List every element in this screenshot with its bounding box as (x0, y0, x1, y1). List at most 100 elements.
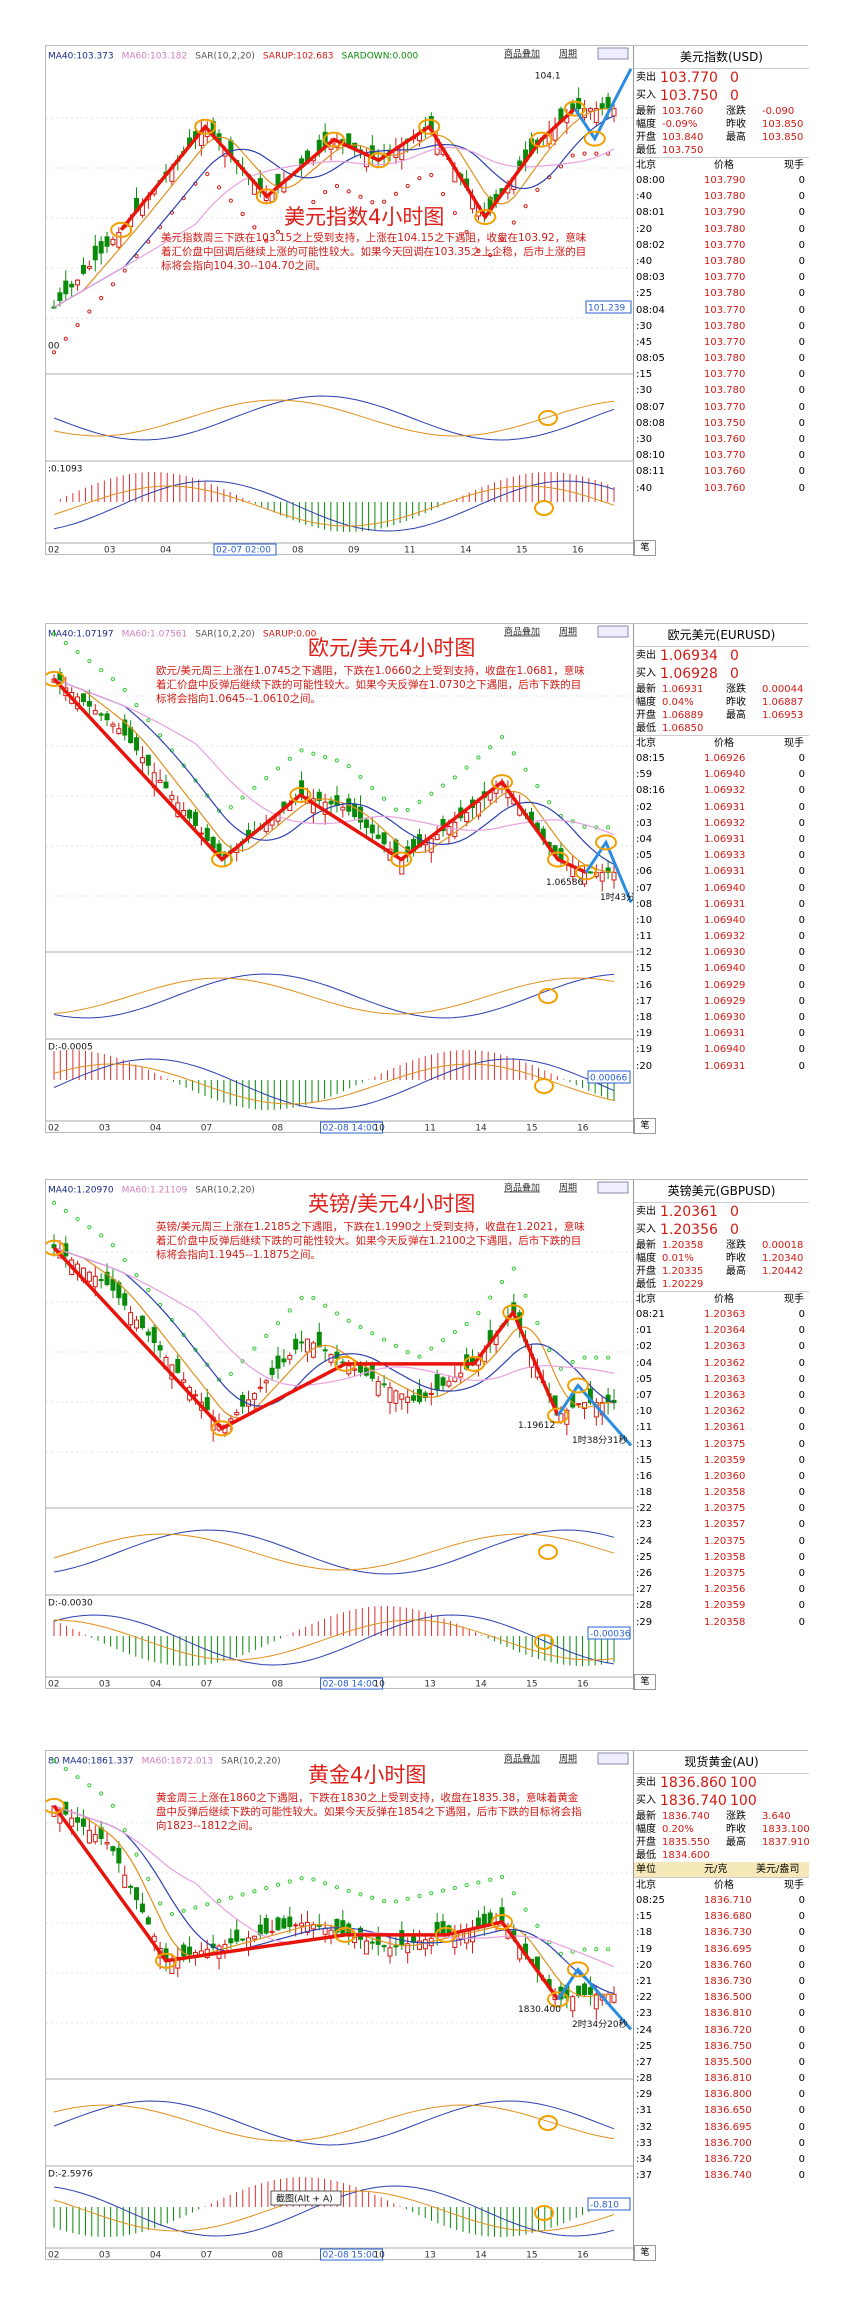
indicator-label: MA40:103.373 (48, 52, 114, 62)
sar-dot (63, 336, 68, 341)
pivot-circle (547, 1991, 569, 2008)
tick-row: :06 1.06931 0 (634, 864, 809, 880)
toolbar-button[interactable]: 商品叠加 (504, 1753, 540, 1765)
time: 08:15 (636, 753, 665, 764)
indicator-label: MA60:103.182 (122, 52, 188, 62)
time: 08:16 (636, 785, 665, 797)
stat-label: 最新 (636, 106, 656, 117)
price: 103.790 (704, 207, 746, 219)
volume: 0 (798, 817, 805, 829)
volume: 0 (798, 1551, 805, 1563)
sar-dot (334, 1311, 340, 1316)
label: 卖出 (636, 650, 656, 661)
date-label: 14 (475, 1124, 487, 1134)
column-header: 现手 (784, 738, 804, 749)
volume: 0 (798, 255, 805, 267)
tick-row: 08:21 1.20363 0 (634, 1307, 809, 1323)
candle-body (422, 1939, 428, 1950)
quote-stat: 最新 1.20358 涨跌 0.00018 (634, 1239, 809, 1252)
volume: 0 (798, 1616, 805, 1628)
pivot-circle (575, 864, 597, 881)
toolbar-button[interactable]: 周期 (559, 49, 577, 60)
candle-body (440, 1377, 446, 1386)
trend-line (52, 1246, 560, 1431)
sar-dot (464, 229, 469, 235)
price: 1.20358 (704, 1487, 746, 1499)
sar-dot (75, 323, 80, 328)
sar-dot (547, 1348, 552, 1353)
sar-dot (488, 1295, 493, 1300)
forecast-circle (567, 1961, 589, 1978)
trend-line (52, 1804, 560, 2001)
toolbar-button[interactable]: 周期 (559, 1754, 577, 1765)
sar-dot (382, 796, 387, 801)
table-header: 北京 价格 现手 (634, 1291, 809, 1307)
sar-dot (110, 1243, 116, 1248)
toolbar-button[interactable]: 周期 (559, 627, 577, 638)
time: :10 (636, 914, 653, 926)
label: 卖出 (636, 72, 656, 83)
footer-tab[interactable]: 笔 (634, 1674, 656, 1690)
volume: 0 (798, 1895, 805, 1906)
candle-body (587, 871, 593, 874)
candle-body (275, 1355, 281, 1369)
pivot-circle (435, 1926, 457, 1943)
footer-tab[interactable]: 笔 (634, 540, 656, 556)
price: 103.760 (704, 434, 746, 445)
stat-label: 最低 (636, 145, 656, 156)
candle-body (192, 811, 198, 827)
time: :18 (636, 1012, 653, 1023)
sar-dot (264, 776, 269, 781)
toolbar-button[interactable]: 周期 (559, 1183, 577, 1194)
candle-body (128, 1312, 134, 1326)
stat-label: 涨跌 (726, 106, 746, 117)
stat-label: 最高 (726, 1266, 746, 1277)
sar-dot (405, 807, 410, 813)
sar-dot (499, 236, 505, 241)
toolbar-button[interactable]: 商品叠加 (504, 1182, 540, 1194)
price: 1836.810 (704, 2008, 752, 2020)
sar-dot (535, 187, 540, 192)
toolbar-button[interactable]: 商品叠加 (504, 626, 540, 638)
candle-body (576, 1403, 582, 1406)
candle-body (104, 1271, 110, 1285)
candle-body (98, 713, 104, 716)
date-label: 07 (201, 1124, 212, 1134)
tick-row: :32 1836.695 0 (634, 2120, 809, 2136)
sar-dot (499, 1874, 505, 1880)
quote-stat: 开盘 103.840 最高 103.850 (634, 131, 809, 144)
pivot-circle (390, 851, 413, 868)
quote-stat: 开盘 1.06889 最高 1.06953 (634, 709, 809, 722)
volume: 0 (798, 1943, 805, 1955)
sar-dot (334, 758, 340, 763)
toolbar-button[interactable]: 商品叠加 (504, 48, 540, 60)
volume: 0 (798, 2137, 805, 2149)
chart-panel: MA40:103.373 MA60:103.182 SAR(10,2,20) SARU… (45, 45, 809, 556)
candle-body (381, 832, 387, 845)
date-label: 04 (150, 2251, 162, 2261)
chart-panel: 80 MA40:1861.337 MA60:1872.013 SAR(10,2,20… (45, 1750, 810, 2261)
sar-dot (606, 825, 611, 830)
quote-stat: 开盘 1835.550 最高 1837.910 (634, 1836, 810, 1849)
column-header: 北京 (636, 738, 656, 749)
time: :13 (636, 1438, 653, 1450)
time: :03 (636, 817, 653, 829)
unit: 元/克 (704, 1864, 728, 1875)
indicator-line (53, 1533, 615, 1571)
time: 08:02 (636, 239, 665, 251)
tick-row: 08:15 1.06926 0 (634, 751, 809, 767)
sar-dot (511, 220, 516, 225)
indicator-line (53, 1614, 615, 1666)
candle-body (145, 1917, 151, 1925)
sar-dot (240, 1359, 245, 1364)
quote-buy: 买入 1.06928 0 (634, 665, 809, 683)
stat-value: 0.01% (662, 1253, 694, 1264)
pivot-circle (323, 131, 345, 148)
date-label: 02-07 02:00 (216, 546, 271, 556)
pivot-circle (547, 1407, 569, 1424)
stat-label: 最新 (636, 1240, 656, 1251)
tick-row: :11 1.20361 0 (634, 1420, 809, 1436)
time: :07 (636, 882, 653, 894)
footer-tab[interactable]: 笔 (634, 2245, 656, 2261)
footer-tab[interactable]: 笔 (634, 1118, 656, 1134)
